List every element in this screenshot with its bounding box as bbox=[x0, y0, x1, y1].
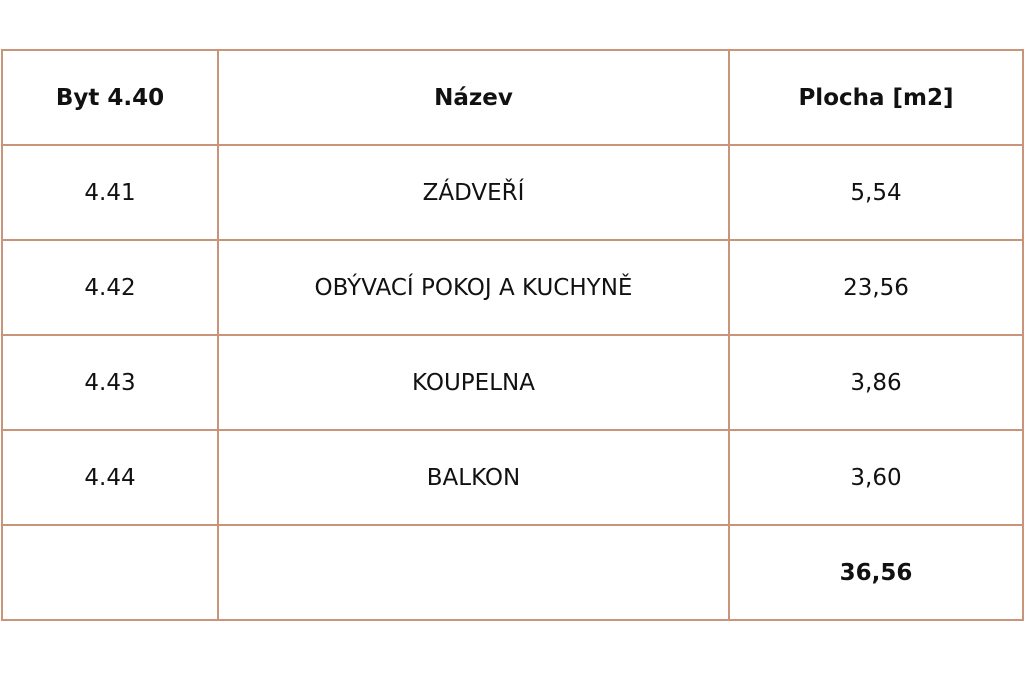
room-name: BALKON bbox=[217, 429, 730, 526]
room-number: 4.44 bbox=[1, 429, 219, 526]
header-row: Byt 4.40 Název Plocha [m2] bbox=[1, 49, 1024, 146]
table-row: 4.43 KOUPELNA 3,86 bbox=[1, 334, 1024, 431]
header-name: Název bbox=[217, 49, 730, 146]
table-row: 4.42 OBÝVACÍ POKOJ A KUCHYNĚ 23,56 bbox=[1, 239, 1024, 336]
room-number: 4.42 bbox=[1, 239, 219, 336]
room-name: KOUPELNA bbox=[217, 334, 730, 431]
room-number: 4.43 bbox=[1, 334, 219, 431]
total-area: 36,56 bbox=[728, 524, 1024, 621]
room-number: 4.41 bbox=[1, 144, 219, 241]
room-area: 5,54 bbox=[728, 144, 1024, 241]
room-area: 3,86 bbox=[728, 334, 1024, 431]
total-row: 36,56 bbox=[1, 524, 1024, 621]
room-area: 3,60 bbox=[728, 429, 1024, 526]
header-apartment: Byt 4.40 bbox=[1, 49, 219, 146]
header-area: Plocha [m2] bbox=[728, 49, 1024, 146]
room-name: OBÝVACÍ POKOJ A KUCHYNĚ bbox=[217, 239, 730, 336]
room-area: 23,56 bbox=[728, 239, 1024, 336]
room-name: ZÁDVEŘÍ bbox=[217, 144, 730, 241]
total-empty-cell bbox=[217, 524, 730, 621]
table-row: 4.44 BALKON 3,60 bbox=[1, 429, 1024, 526]
table-row: 4.41 ZÁDVEŘÍ 5,54 bbox=[1, 144, 1024, 241]
total-empty-cell bbox=[1, 524, 219, 621]
room-area-table: Byt 4.40 Název Plocha [m2] 4.41 ZÁDVEŘÍ … bbox=[1, 49, 1024, 621]
